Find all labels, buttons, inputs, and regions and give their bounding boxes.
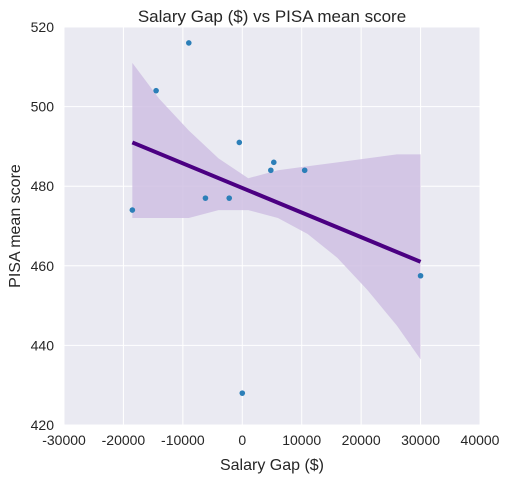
y-axis-label: PISA mean score <box>7 164 24 288</box>
confidence-band <box>132 62 421 360</box>
data-point <box>129 207 136 213</box>
points-layer <box>129 40 424 396</box>
x-tick-label: 40000 <box>461 432 500 448</box>
confidence-band-layer <box>132 62 421 360</box>
data-point <box>186 40 192 46</box>
x-tick-label: 30000 <box>401 432 440 448</box>
data-point <box>301 167 308 174</box>
y-tick-labels: 420 440 460 480 500 520 <box>31 19 55 433</box>
data-point <box>270 159 277 166</box>
x-tick-labels: -30000 -20000 -10000 0 10000 20000 30000 40000 <box>42 432 499 448</box>
data-point <box>226 195 233 201</box>
data-point <box>268 167 274 174</box>
data-point <box>417 272 424 279</box>
x-tick-label: 20000 <box>342 432 381 448</box>
regression-line-layer <box>131 140 422 264</box>
x-tick-label: -10000 <box>161 432 205 448</box>
x-tick-label: -20000 <box>102 432 146 448</box>
x-tick-label: -30000 <box>42 432 86 448</box>
y-tick-label: 500 <box>31 99 55 115</box>
chart-title: Salary Gap ($) vs PISA mean score <box>138 7 406 26</box>
data-point <box>239 390 246 396</box>
y-tick-label: 460 <box>31 258 55 274</box>
x-tick-label: 0 <box>238 432 246 448</box>
y-tick-label: 520 <box>31 19 55 35</box>
data-point <box>236 139 243 146</box>
data-point <box>153 87 159 94</box>
data-point <box>202 195 209 201</box>
regression-line <box>131 140 422 264</box>
y-tick-label: 480 <box>31 178 55 194</box>
x-axis-label: Salary Gap ($) <box>220 457 324 474</box>
x-tick-label: 10000 <box>282 432 321 448</box>
y-tick-label: 420 <box>31 417 55 433</box>
y-tick-label: 440 <box>31 337 55 353</box>
